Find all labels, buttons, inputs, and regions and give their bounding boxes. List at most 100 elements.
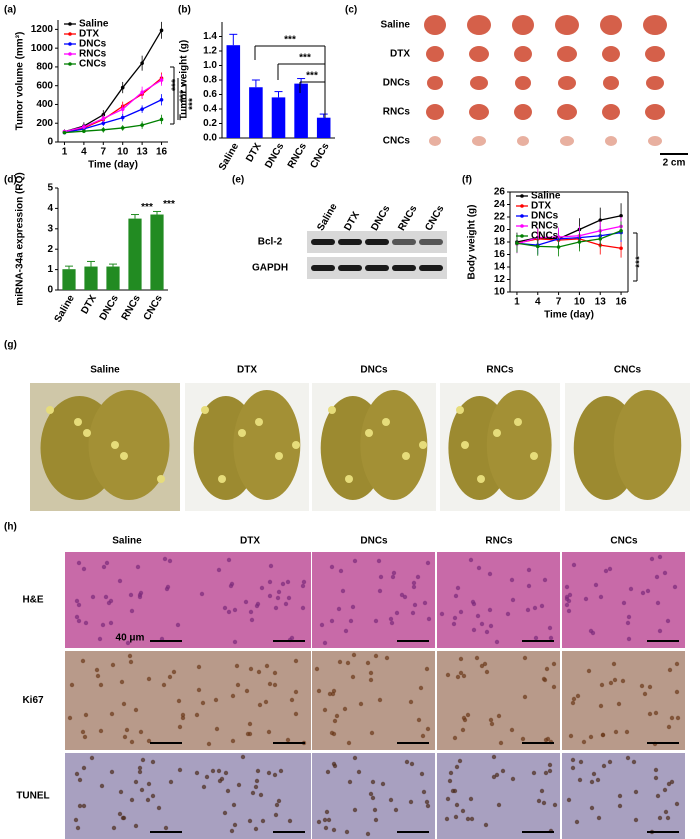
cell-nucleus bbox=[445, 796, 451, 802]
y-tick-label: 0.8 bbox=[203, 75, 217, 86]
cell-nucleus bbox=[250, 790, 256, 796]
cell-nucleus bbox=[194, 770, 200, 776]
tumor-photo bbox=[603, 76, 619, 90]
column-label: Saline bbox=[112, 536, 142, 547]
cell-nucleus bbox=[419, 771, 425, 777]
cell-nucleus bbox=[653, 710, 659, 716]
cell-nucleus bbox=[418, 685, 424, 691]
cell-nucleus bbox=[280, 581, 286, 587]
cell-nucleus bbox=[322, 707, 328, 713]
cell-nucleus bbox=[350, 674, 356, 680]
y-tick-label: 14 bbox=[494, 262, 506, 273]
cell-nucleus bbox=[231, 802, 237, 808]
cell-nucleus bbox=[177, 767, 183, 773]
series-line bbox=[64, 77, 162, 133]
cell-nucleus bbox=[391, 570, 397, 576]
annotation: *** bbox=[179, 90, 190, 102]
scale-label: 40 μm bbox=[116, 633, 145, 644]
cell-nucleus bbox=[633, 817, 639, 823]
cell-nucleus bbox=[520, 736, 526, 742]
point bbox=[140, 123, 144, 127]
cell-nucleus bbox=[343, 628, 349, 634]
cell-nucleus bbox=[150, 759, 156, 765]
legend-label: RNCs bbox=[79, 49, 107, 60]
cell-nucleus bbox=[612, 677, 618, 683]
liver-nodule bbox=[328, 406, 336, 414]
column-label: RNCs bbox=[485, 536, 513, 547]
cell-nucleus bbox=[453, 593, 459, 599]
series-line bbox=[64, 29, 163, 133]
cell-nucleus bbox=[471, 627, 477, 633]
tumor-photo bbox=[602, 46, 620, 62]
cell-nucleus bbox=[356, 769, 362, 775]
cell-nucleus bbox=[111, 825, 117, 831]
cell-nucleus bbox=[620, 678, 626, 684]
liver-nodule bbox=[111, 441, 119, 449]
x-axis-label: Time (day) bbox=[544, 310, 594, 321]
cell-nucleus bbox=[564, 602, 570, 608]
cell-nucleus bbox=[206, 741, 212, 747]
cell-nucleus bbox=[588, 628, 594, 634]
annotation: *** bbox=[171, 79, 182, 91]
cell-nucleus bbox=[649, 556, 655, 562]
x-tick-label: Saline bbox=[53, 293, 77, 324]
cell-nucleus bbox=[564, 584, 570, 590]
cell-nucleus bbox=[332, 718, 338, 724]
x-tick-label: DNCs bbox=[263, 141, 286, 170]
annotation: *** bbox=[299, 53, 311, 64]
x-tick-label: DTX bbox=[79, 293, 99, 316]
cell-nucleus bbox=[319, 622, 325, 628]
cell-nucleus bbox=[544, 666, 550, 672]
blot-band bbox=[392, 239, 416, 245]
cell-nucleus bbox=[122, 734, 128, 740]
cell-nucleus bbox=[204, 774, 210, 780]
liver-nodule bbox=[157, 475, 165, 483]
cell-nucleus bbox=[236, 782, 242, 788]
cell-nucleus bbox=[589, 779, 595, 785]
liver-lobe bbox=[233, 390, 301, 500]
cell-nucleus bbox=[445, 672, 451, 678]
y-tick-label: 1000 bbox=[31, 43, 54, 54]
cell-nucleus bbox=[665, 815, 671, 821]
cell-nucleus bbox=[352, 558, 358, 564]
cell-nucleus bbox=[272, 772, 278, 778]
cell-nucleus bbox=[542, 577, 548, 583]
cell-nucleus bbox=[589, 805, 595, 811]
legend-marker bbox=[68, 32, 72, 36]
point bbox=[101, 112, 106, 117]
annotation: *** bbox=[163, 199, 175, 210]
cell-nucleus bbox=[266, 729, 272, 735]
cell-nucleus bbox=[222, 810, 228, 816]
x-tick-label: 1 bbox=[62, 147, 68, 158]
cell-nucleus bbox=[448, 770, 454, 776]
cell-nucleus bbox=[217, 778, 223, 784]
cell-nucleus bbox=[465, 816, 471, 822]
row-label: CNCs bbox=[383, 136, 411, 147]
row-label: Ki67 bbox=[22, 695, 44, 706]
cell-nucleus bbox=[358, 701, 364, 707]
point bbox=[159, 97, 164, 102]
legend-marker bbox=[68, 62, 72, 66]
x-tick-label: 7 bbox=[556, 297, 562, 308]
cell-nucleus bbox=[253, 784, 259, 790]
cell-nucleus bbox=[133, 779, 139, 785]
cell-nucleus bbox=[129, 739, 135, 745]
cell-nucleus bbox=[266, 770, 272, 776]
bar bbox=[128, 218, 142, 290]
column-label: DTX bbox=[342, 210, 362, 233]
cell-nucleus bbox=[285, 579, 291, 585]
cell-nucleus bbox=[101, 564, 107, 570]
cell-nucleus bbox=[415, 574, 421, 580]
cell-nucleus bbox=[666, 724, 672, 730]
cell-nucleus bbox=[376, 558, 382, 564]
legend-marker bbox=[520, 214, 524, 218]
liver-nodule bbox=[456, 406, 464, 414]
series-line bbox=[64, 118, 162, 134]
cell-nucleus bbox=[526, 583, 532, 589]
x-axis-label: Time (day) bbox=[88, 160, 138, 171]
cell-nucleus bbox=[329, 618, 335, 624]
cell-nucleus bbox=[274, 802, 280, 808]
cell-nucleus bbox=[522, 694, 528, 700]
cell-nucleus bbox=[223, 770, 229, 776]
liver-nodule bbox=[365, 429, 373, 437]
